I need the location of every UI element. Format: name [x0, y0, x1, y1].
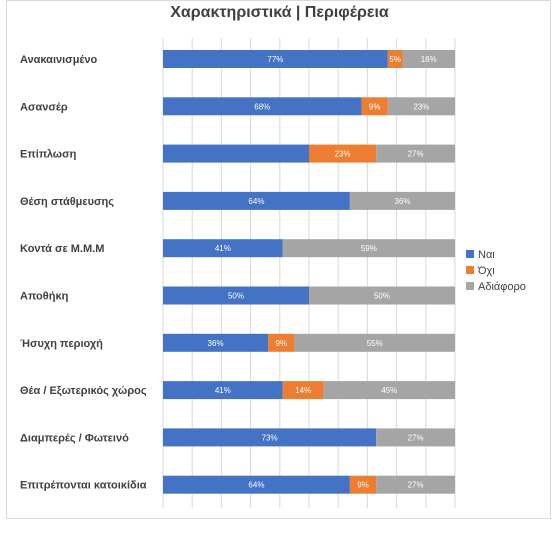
data-label: 27% — [408, 433, 424, 442]
data-label: 9% — [369, 102, 381, 111]
category-label: Επίπλωση — [20, 149, 77, 161]
data-label: 41% — [215, 386, 231, 395]
category-label: Θέση στάθμευσης — [20, 196, 114, 208]
legend-swatch — [466, 282, 474, 290]
data-label: 9% — [357, 481, 369, 490]
bar-segment — [294, 333, 455, 352]
bar-segment — [309, 144, 377, 163]
bar-segment — [163, 191, 350, 210]
chart-title: Χαρακτηριστικά | Περιφέρεια — [170, 4, 389, 21]
bars: 77% 5% 18% 68% 9% 23% 23% 27% 64% 36% 41% 59% 50% 50%… — [163, 50, 455, 494]
data-label: 68% — [254, 102, 270, 111]
legend-label: Όχι — [477, 265, 495, 277]
bar-segment — [163, 239, 283, 258]
bar-segment — [349, 475, 377, 494]
bar-segment — [163, 475, 350, 494]
data-label: 27% — [408, 150, 424, 159]
category-label: Ανακαινισμένο — [20, 54, 98, 66]
data-label: 55% — [367, 339, 383, 348]
bar-segment — [163, 144, 309, 163]
bar-segment — [163, 97, 362, 116]
legend-label: Ναι — [478, 249, 495, 261]
category-label: Κοντά σε Μ.Μ.Μ — [20, 243, 104, 255]
data-label: 45% — [381, 386, 397, 395]
category-label: Ήσυχη περιοχή — [20, 338, 103, 350]
category-label: Επιτρέπονται κατοικίδια — [20, 480, 147, 492]
bar-segment — [349, 191, 455, 210]
bar-segment — [376, 475, 455, 494]
category-labels: Ανακαινισμένο Ασανσέρ Επίπλωση Θέση στάθμευ… — [20, 54, 147, 492]
data-label: 50% — [374, 292, 390, 301]
bar-segment — [387, 50, 403, 68]
data-label: 5% — [389, 55, 401, 64]
data-label: 77% — [267, 55, 283, 64]
data-label: 36% — [208, 339, 224, 348]
data-label: 41% — [215, 244, 231, 253]
bar-segment — [323, 381, 455, 400]
data-label: 36% — [394, 197, 410, 206]
legend-label: Αδιάφορο — [478, 281, 526, 293]
category-label: Θέα / Εξωτερικός χώρος — [20, 385, 147, 397]
data-label: 18% — [421, 55, 437, 64]
data-label: 9% — [275, 339, 287, 348]
bar-segment — [376, 428, 455, 447]
bar-segment — [282, 381, 324, 400]
data-label: 50% — [228, 292, 244, 301]
data-label: 59% — [361, 244, 377, 253]
data-label: 73% — [262, 433, 278, 442]
category-label: Διαμπερές / Φωτεινό — [20, 432, 129, 444]
category-label: Αποθήκη — [20, 291, 69, 303]
bar-segment — [163, 286, 309, 305]
legend-swatch — [466, 266, 474, 274]
data-label: 27% — [408, 481, 424, 490]
bar-segment — [309, 286, 455, 305]
legend-swatch — [466, 250, 474, 258]
data-label: 23% — [413, 102, 429, 111]
bar-segment — [163, 333, 269, 352]
bar-segment — [361, 97, 388, 116]
bar-segment — [282, 239, 455, 258]
bar-segment — [402, 50, 455, 68]
data-label: 64% — [248, 481, 264, 490]
legend: Ναι Όχι Αδιάφορο — [466, 249, 526, 293]
bar-segment — [163, 428, 377, 447]
data-label: 64% — [248, 197, 264, 206]
data-label: 14% — [295, 386, 311, 395]
bar-segment — [163, 50, 388, 68]
category-label: Ασανσέρ — [20, 101, 68, 113]
bar-segment — [268, 333, 295, 352]
bar-segment — [376, 144, 455, 163]
bar-segment — [163, 381, 283, 400]
bar-segment — [387, 97, 455, 116]
data-label: 23% — [335, 150, 351, 159]
